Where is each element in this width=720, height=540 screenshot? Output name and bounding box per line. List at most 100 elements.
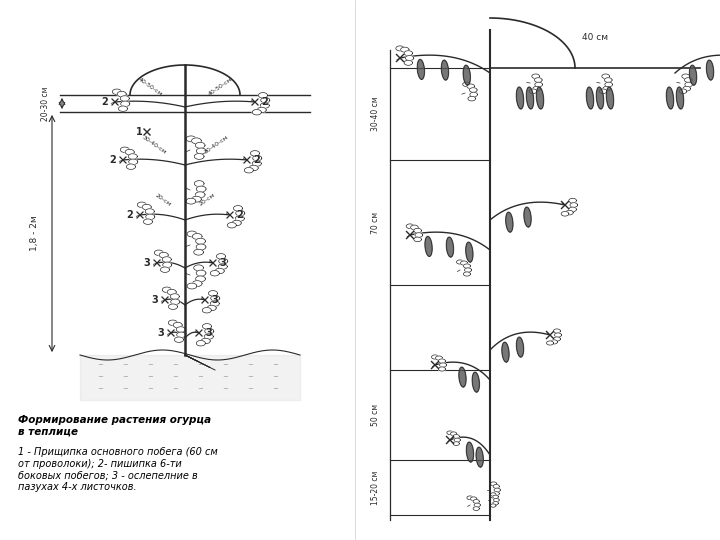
Polygon shape [536, 87, 544, 109]
Polygon shape [196, 238, 205, 244]
Polygon shape [470, 497, 477, 501]
Polygon shape [145, 209, 154, 214]
Polygon shape [459, 367, 466, 387]
Polygon shape [233, 206, 243, 211]
Polygon shape [406, 224, 414, 228]
Polygon shape [218, 264, 228, 269]
Polygon shape [232, 220, 241, 226]
Polygon shape [603, 86, 611, 91]
Polygon shape [414, 228, 421, 233]
Text: ~: ~ [197, 374, 203, 380]
Polygon shape [682, 74, 690, 78]
Polygon shape [143, 219, 153, 225]
Polygon shape [468, 96, 476, 101]
Text: ~: ~ [172, 386, 178, 392]
Polygon shape [569, 207, 577, 212]
Polygon shape [195, 192, 205, 198]
Polygon shape [467, 84, 474, 89]
Text: 40-50-см: 40-50-см [137, 77, 163, 97]
Polygon shape [400, 47, 409, 52]
Polygon shape [685, 82, 693, 87]
Polygon shape [606, 87, 613, 109]
Polygon shape [446, 237, 454, 257]
Polygon shape [685, 78, 692, 82]
Polygon shape [415, 233, 423, 237]
Text: 3: 3 [212, 295, 218, 305]
Polygon shape [554, 329, 560, 333]
Polygon shape [418, 59, 425, 79]
Polygon shape [194, 181, 204, 186]
Polygon shape [473, 500, 480, 503]
Text: 70 см: 70 см [372, 212, 380, 234]
Polygon shape [570, 202, 577, 207]
Polygon shape [438, 367, 446, 371]
Polygon shape [546, 341, 554, 345]
Polygon shape [534, 78, 542, 82]
Polygon shape [439, 363, 446, 367]
Polygon shape [201, 338, 210, 343]
Polygon shape [210, 271, 220, 276]
Text: 2: 2 [261, 97, 269, 107]
Polygon shape [404, 51, 413, 56]
Text: 15-20 см: 15-20 см [372, 470, 380, 505]
Polygon shape [679, 89, 687, 93]
Polygon shape [493, 492, 500, 496]
Polygon shape [526, 87, 534, 109]
Polygon shape [554, 337, 560, 341]
Polygon shape [228, 222, 236, 228]
Text: 20-см: 20-см [199, 193, 217, 207]
Text: ~: ~ [197, 386, 203, 392]
Polygon shape [454, 438, 460, 442]
Polygon shape [505, 212, 513, 232]
Polygon shape [467, 496, 473, 500]
Polygon shape [414, 237, 421, 242]
Polygon shape [490, 504, 496, 507]
Text: ~: ~ [147, 386, 153, 392]
Polygon shape [215, 268, 224, 274]
Text: ~: ~ [247, 374, 253, 380]
Polygon shape [194, 265, 204, 271]
Polygon shape [251, 151, 259, 156]
Text: 30-40-см: 30-40-см [203, 135, 229, 155]
Polygon shape [253, 156, 262, 161]
Polygon shape [438, 359, 446, 363]
Text: 40-50-см: 40-50-см [207, 77, 233, 97]
Polygon shape [176, 327, 185, 332]
Polygon shape [410, 225, 418, 229]
Polygon shape [196, 276, 205, 282]
Polygon shape [667, 87, 674, 109]
Polygon shape [197, 186, 206, 192]
Polygon shape [492, 502, 498, 505]
Text: ~: ~ [272, 374, 278, 380]
Polygon shape [202, 323, 212, 329]
Polygon shape [192, 196, 202, 202]
Polygon shape [210, 301, 220, 306]
Polygon shape [453, 442, 459, 446]
Text: 3: 3 [158, 328, 164, 338]
Polygon shape [192, 138, 202, 144]
Polygon shape [159, 252, 168, 258]
Polygon shape [186, 198, 196, 204]
Text: 3: 3 [152, 295, 158, 305]
Polygon shape [128, 154, 138, 159]
Polygon shape [467, 442, 474, 462]
Polygon shape [599, 89, 607, 93]
Text: ~: ~ [172, 362, 178, 368]
Polygon shape [476, 447, 483, 467]
Text: ~: ~ [147, 374, 153, 380]
Polygon shape [463, 82, 470, 86]
Polygon shape [192, 281, 202, 287]
Polygon shape [706, 60, 714, 80]
Polygon shape [219, 259, 228, 264]
Text: ~: ~ [97, 386, 103, 392]
Polygon shape [204, 334, 213, 339]
Polygon shape [197, 148, 206, 154]
Polygon shape [235, 216, 244, 221]
Polygon shape [532, 74, 539, 78]
Polygon shape [502, 342, 509, 362]
Polygon shape [516, 337, 523, 357]
Polygon shape [404, 60, 413, 65]
Polygon shape [195, 143, 205, 148]
Polygon shape [464, 268, 472, 272]
Polygon shape [456, 260, 464, 264]
